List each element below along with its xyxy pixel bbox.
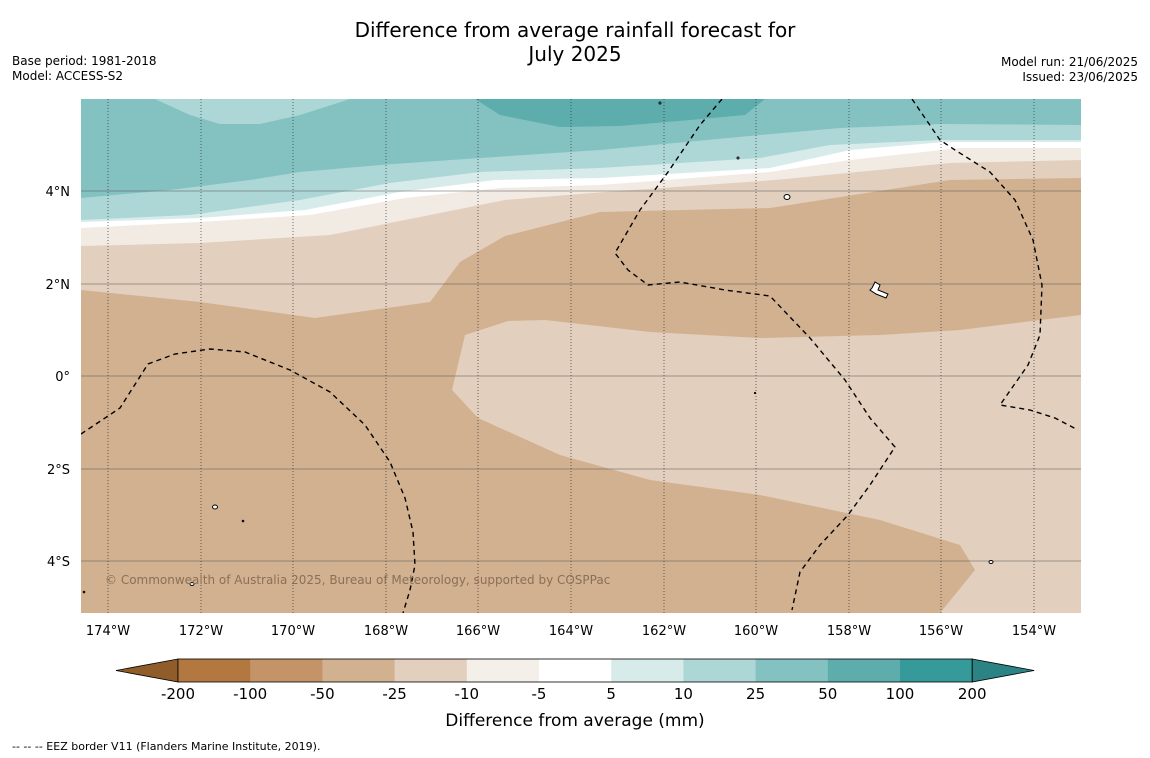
colorbar-segment [394,659,468,682]
title-line-2: July 2025 [528,42,622,66]
eez-border-central [614,99,896,611]
lon-label-166w: 166°W [456,624,500,639]
colorbar-tick-label: -200 [161,685,195,703]
colorbar-segment [322,659,396,682]
colorbar-tick-label: -10 [455,685,480,703]
field-wet50 [475,99,765,127]
island-jarvis [753,391,757,395]
colorbar-segment [683,659,757,682]
field-dry25-south [452,315,1081,613]
metadata-left: Base period: 1981-2018 Model: ACCESS-S2 [12,54,157,84]
longitude-labels: 174°W 172°W 170°W 168°W 166°W 164°W 162°… [86,624,1056,639]
colorbar-tick-label: 50 [818,685,837,703]
lon-label-164w: 164°W [549,624,593,639]
island-phoenix-2 [241,519,245,523]
graticule [81,190,1081,562]
lat-label-0: 0° [55,370,70,385]
colorbar-tick-label: -25 [382,685,407,703]
island-phoenix-3 [189,582,195,586]
colorbar-label: Difference from average (mm) [445,711,704,731]
colorbar-extend-high [971,658,1035,683]
island-north-1 [658,101,662,105]
field-wet10-top [155,99,350,124]
colorbar: -200 -100 -50 -25 -10 -5 5 10 25 50 100 200 [115,658,1035,703]
colorbar-tick-label: 200 [958,685,987,703]
island-north-2 [736,156,740,160]
model-run: Model run: 21/06/2025 [1000,55,1138,69]
lat-label-4s: 4°S [47,555,70,570]
colorbar-segment [611,659,684,682]
model-name: Model: ACCESS-S2 [12,69,124,83]
lon-label-158w: 158°W [827,624,871,639]
colorbar-tick-label: -5 [532,685,547,703]
colorbar-outline [177,658,973,683]
lon-label-170w: 170°W [271,624,315,639]
eez-borders [81,99,1079,613]
islands [82,101,994,594]
colorbar-segment [250,659,323,682]
latitude-labels: 4°N 2°N 0° 2°S 4°S [46,185,71,570]
title-line-1: Difference from average rainfall forecas… [354,18,796,42]
colorbar-segment [539,659,612,682]
issued-date: Issued: 23/06/2025 [1022,70,1138,84]
metadata-right: Model run: 21/06/2025 Issued: 23/06/2025 [1001,55,1138,85]
lon-label-160w: 160°W [734,624,778,639]
lon-label-162w: 162°W [642,624,686,639]
island-west [82,590,86,594]
field-wet25 [81,99,1081,198]
island-kiritimati [869,281,889,299]
lat-label-4n: 4°N [46,185,71,200]
colorbar-extend-low [115,658,179,683]
lat-label-2n: 2°N [46,278,71,293]
colorbar-segment [178,659,251,682]
map-title: Difference from average rainfall forecas… [0,18,1150,66]
lat-label-2s: 2°S [47,463,70,478]
lon-label-154w: 154°W [1012,624,1056,639]
colorbar-tick-label: 25 [746,685,765,703]
island-phoenix-1 [212,504,218,510]
lon-label-156w: 156°W [919,624,963,639]
lon-label-172w: 172°W [179,624,223,639]
lon-label-168w: 168°W [364,624,408,639]
eez-legend-note: -- -- -- EEZ border V11 (Flanders Marine… [12,740,321,753]
colorbar-tick-label: -100 [233,685,267,703]
colorbar-segment [755,659,829,682]
colorbar-segment [900,659,973,682]
island-tabuaeran [783,194,791,200]
colorbar-tick-label: 100 [886,685,915,703]
copyright-note: © Commonwealth of Australia 2025, Bureau… [105,573,610,587]
colorbar-tick-label: 10 [674,685,693,703]
map-field [81,99,1081,613]
base-period: Base period: 1981-2018 [12,54,157,68]
eez-border-west [81,348,416,613]
colorbar-tick-label: 5 [606,685,616,703]
island-east [988,560,994,564]
lon-label-174w: 174°W [86,624,130,639]
colorbar-segment [466,659,540,682]
colorbar-tick-label: -50 [310,685,335,703]
colorbar-segment [827,659,901,682]
